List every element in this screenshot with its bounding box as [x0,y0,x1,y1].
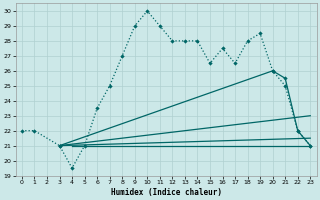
X-axis label: Humidex (Indice chaleur): Humidex (Indice chaleur) [111,188,221,197]
